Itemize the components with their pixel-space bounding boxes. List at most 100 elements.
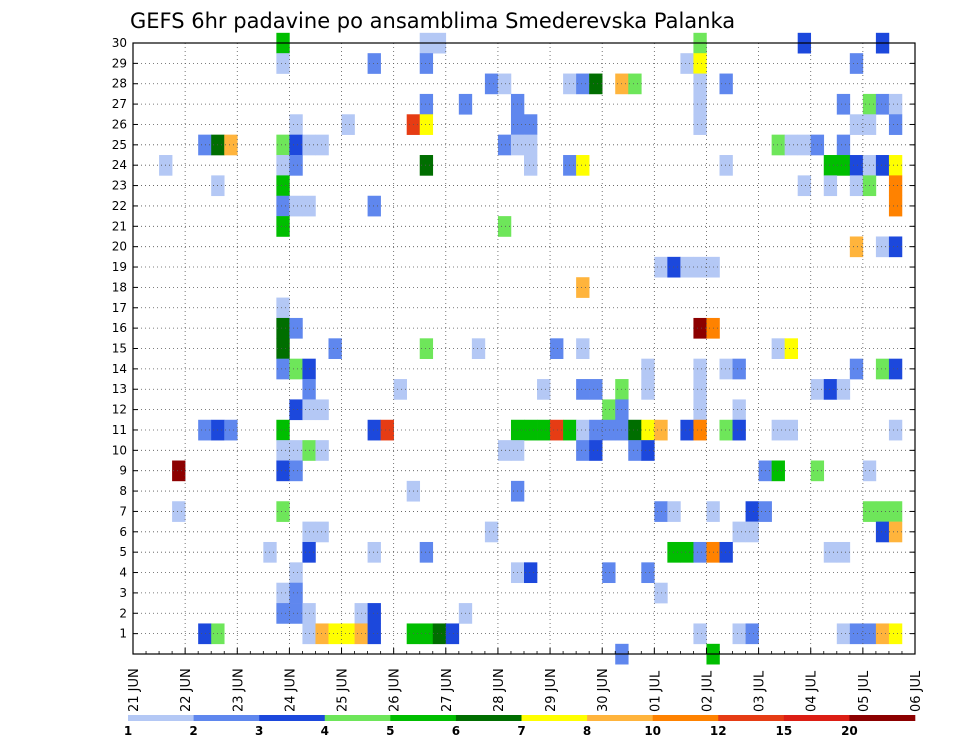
- heatmap-cell: [849, 236, 864, 258]
- y-tick-label: 19: [112, 260, 127, 274]
- heatmap-cell: [576, 379, 590, 400]
- heatmap-cell: [680, 256, 694, 278]
- heatmap-cell: [849, 358, 864, 380]
- heatmap-cell: [367, 53, 381, 74]
- heatmap-cell: [524, 134, 538, 156]
- x-tick-label: 28 JUN: [492, 668, 507, 712]
- heatmap-cell: [393, 379, 407, 400]
- heatmap-cell: [745, 623, 759, 645]
- heatmap-cell: [276, 419, 290, 441]
- y-tick-label: 8: [119, 484, 127, 498]
- heatmap-cell: [888, 501, 903, 522]
- x-tick-label: 27 JUN: [440, 668, 455, 712]
- heatmap-cell: [589, 419, 603, 441]
- heatmap-cell: [419, 541, 434, 563]
- heatmap-cell: [497, 73, 512, 95]
- x-tick-label: 25 JUN: [336, 668, 351, 712]
- y-tick-label: 23: [112, 179, 127, 193]
- colorbar-swatch: [521, 715, 588, 721]
- heatmap-cell: [654, 419, 668, 441]
- heatmap-cell: [888, 623, 903, 645]
- x-tick-label: 01 JUL: [648, 670, 663, 712]
- heatmap-cell: [198, 623, 212, 645]
- heatmap-cell: [888, 155, 903, 176]
- heatmap-cell: [198, 419, 212, 441]
- heatmap-cell: [367, 623, 381, 645]
- heatmap-cell: [602, 419, 616, 441]
- heatmap-cell: [693, 114, 707, 135]
- heatmap-cell: [693, 93, 707, 115]
- heatmap-cell: [289, 317, 303, 339]
- x-tick-label: 24 JUN: [283, 668, 298, 712]
- heatmap-cell: [680, 419, 694, 441]
- y-tick-label: 13: [112, 382, 127, 396]
- heatmap-cell: [680, 53, 694, 74]
- heatmap-cell: [276, 603, 290, 624]
- y-tick-label: 2: [119, 606, 127, 620]
- colorbar-swatch: [324, 715, 391, 721]
- y-tick-label: 17: [112, 301, 127, 315]
- x-tick-label: 04 JUL: [805, 670, 820, 712]
- y-tick-label: 26: [112, 117, 127, 131]
- colorbar-swatch: [390, 715, 457, 721]
- x-tick-label: 03 JUL: [753, 670, 768, 712]
- chart-title: GEFS 6hr padavine po ansamblima Smederev…: [130, 9, 735, 33]
- heatmap-cell: [276, 175, 290, 197]
- heatmap-cell: [875, 236, 890, 258]
- colorbar-swatch: [259, 715, 326, 721]
- heatmap-cell: [849, 623, 864, 645]
- heatmap-cell: [797, 175, 812, 197]
- heatmap-cell: [849, 175, 864, 197]
- heatmap-cell: [667, 541, 681, 563]
- heatmap-cell: [693, 53, 707, 74]
- heatmap-cell: [289, 195, 303, 217]
- y-tick-label: 18: [112, 280, 127, 294]
- heatmap-cell: [276, 134, 290, 156]
- y-tick-label: 5: [119, 545, 127, 559]
- heatmap-cell: [289, 155, 303, 176]
- heatmap-cell: [289, 582, 303, 604]
- colorbar-label: 20: [841, 724, 858, 738]
- y-tick-label: 6: [119, 525, 127, 539]
- y-tick-label: 25: [112, 138, 127, 152]
- y-tick-label: 7: [119, 504, 127, 518]
- heatmap-cell: [602, 562, 616, 584]
- heatmap-cell: [836, 93, 851, 115]
- heatmap-cell: [888, 236, 903, 258]
- heatmap-cell: [276, 317, 290, 339]
- heatmap-cell: [497, 440, 512, 461]
- heatmap-cell: [693, 623, 707, 645]
- colorbar-label: 5: [386, 724, 394, 738]
- heatmap-cell: [315, 440, 329, 461]
- heatmap-cell: [888, 521, 903, 543]
- x-tick-label: 26 JUN: [388, 668, 403, 712]
- heatmap-cell: [589, 73, 603, 95]
- heatmap-cell: [823, 155, 838, 176]
- heatmap-cell: [771, 134, 785, 156]
- heatmap-cell: [172, 501, 186, 522]
- heatmap-cell: [836, 541, 851, 563]
- heatmap-cell: [693, 399, 707, 421]
- colorbar-label: 12: [710, 724, 727, 738]
- heatmap-cell: [276, 358, 290, 380]
- y-tick-label: 27: [112, 97, 127, 111]
- heatmap-cell: [432, 623, 447, 645]
- heatmap-cell: [276, 460, 290, 482]
- heatmap-cell: [771, 338, 785, 359]
- heatmap-cell: [823, 541, 838, 563]
- heatmap-cell: [875, 501, 890, 522]
- heatmap-cells: [159, 32, 903, 665]
- y-tick-label: 15: [112, 342, 127, 356]
- heatmap-cell: [888, 195, 903, 217]
- heatmap-cell: [419, 623, 434, 645]
- heatmap-cell: [719, 541, 733, 563]
- colorbar-label: 8: [583, 724, 591, 738]
- heatmap-cell: [419, 93, 434, 115]
- heatmap-cell: [497, 134, 512, 156]
- heatmap-cell: [315, 134, 329, 156]
- x-tick-label: 02 JUL: [700, 670, 715, 712]
- heatmap-cell: [198, 134, 212, 156]
- heatmap-cell: [784, 338, 798, 359]
- colorbar-label: 10: [644, 724, 661, 738]
- colorbar: 1 2 3 4 5 6 7 8 10 12 15 20: [124, 715, 916, 738]
